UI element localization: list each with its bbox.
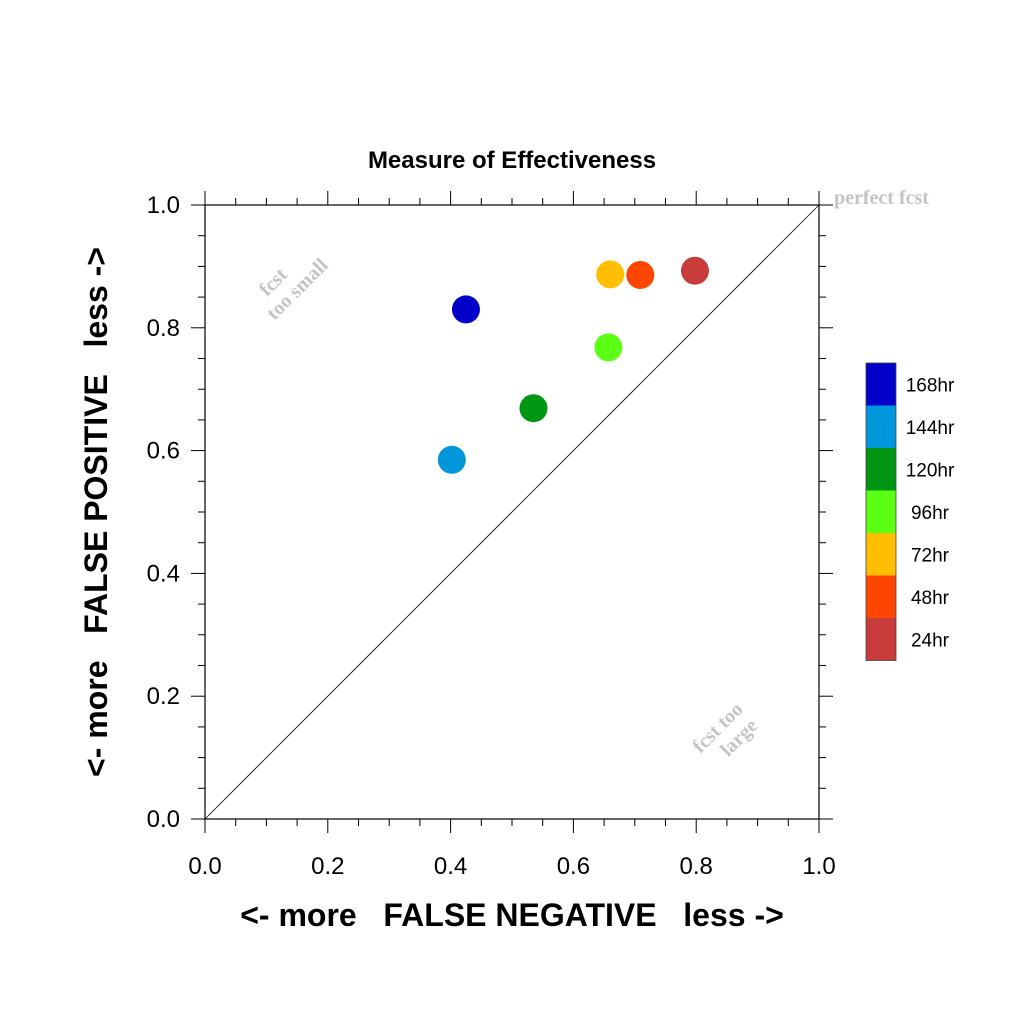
y-tick-label: 0.0	[147, 806, 180, 833]
y-axis-label: <- more FALSE POSITIVE less ->	[78, 247, 114, 777]
perfect-fcst-annotation: perfect fcst	[834, 187, 929, 209]
legend-swatch-168hr	[866, 363, 896, 406]
y-tick-label: 1.0	[147, 192, 180, 219]
y-tick-label: 0.6	[147, 438, 180, 465]
legend-swatch-144hr	[866, 405, 896, 448]
legend-swatch-24hr	[866, 618, 896, 661]
y-tick-label: 0.8	[147, 315, 180, 342]
data-points	[437, 256, 709, 474]
x-tick-labels: 0.0 0.2 0.4 0.6 0.8 1.0	[188, 853, 835, 880]
legend-label-168hr: 168hr	[906, 375, 955, 396]
legend-label-24hr: 24hr	[911, 630, 950, 651]
y-tick-label: 0.4	[147, 560, 180, 587]
point-48hr	[626, 260, 655, 289]
legend-label-48hr: 48hr	[911, 588, 950, 609]
legend-swatch-48hr	[866, 575, 896, 618]
legend-swatch-72hr	[866, 533, 896, 576]
plot-frame	[204, 204, 820, 820]
legend-border	[865, 362, 897, 661]
legend-label-144hr: 144hr	[906, 418, 955, 439]
fcst-too-large-annotation: fcst too large	[688, 698, 762, 761]
point-168hr	[451, 295, 480, 324]
x-tick-label: 0.4	[434, 853, 467, 880]
legend-label-72hr: 72hr	[911, 545, 950, 566]
point-24hr	[680, 256, 709, 285]
minor-ticks	[198, 198, 826, 826]
point-96hr	[594, 333, 623, 362]
x-tick-label: 0.6	[557, 853, 590, 880]
legend: 168hr 144hr 120hr 96hr 72hr 48hr 24hr	[865, 362, 955, 661]
chart-title: Measure of Effectiveness	[368, 147, 656, 174]
fcst-too-small-annotation: fcst too small	[255, 254, 333, 324]
legend-swatch-96hr	[866, 490, 896, 533]
diagonal-reference-line	[204, 204, 820, 820]
point-72hr	[596, 260, 625, 289]
legend-swatch-120hr	[866, 448, 896, 491]
x-tick-label: 0.8	[680, 853, 713, 880]
y-tick-label: 0.2	[147, 683, 180, 710]
x-tick-label: 0.0	[188, 853, 221, 880]
x-tick-label: 0.2	[311, 853, 344, 880]
point-120hr	[519, 394, 548, 423]
x-tick-label: 1.0	[802, 853, 835, 880]
x-axis-label: <- more FALSE NEGATIVE less ->	[240, 897, 784, 933]
major-ticks	[191, 191, 833, 833]
point-144hr	[437, 445, 466, 474]
legend-label-96hr: 96hr	[911, 503, 950, 524]
y-tick-labels: 0.0 0.2 0.4 0.6 0.8 1.0	[147, 192, 180, 833]
legend-label-120hr: 120hr	[906, 460, 955, 481]
